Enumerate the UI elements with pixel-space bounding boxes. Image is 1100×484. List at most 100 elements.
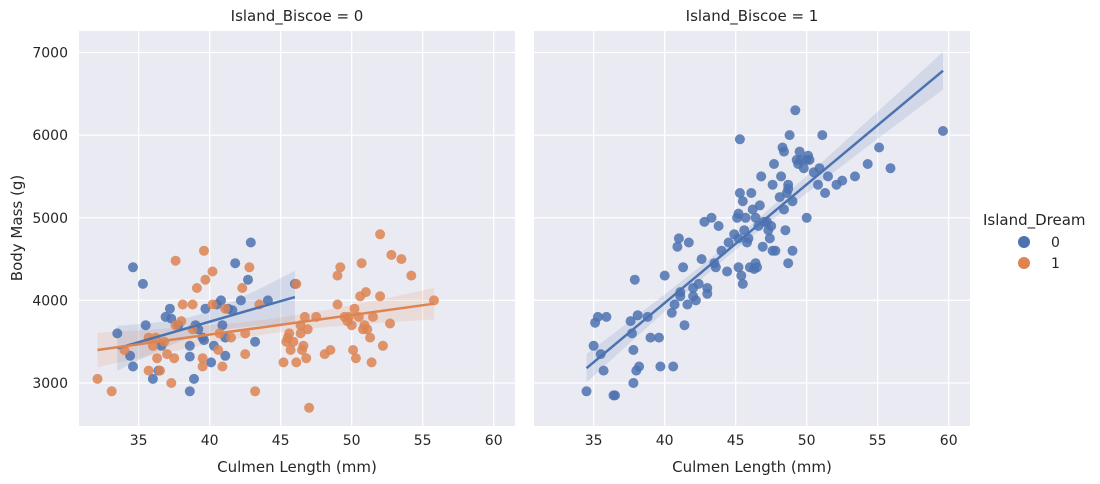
data-point — [632, 310, 643, 321]
data-point — [601, 311, 612, 322]
y-axis-label: Body Mass (g) — [8, 175, 26, 281]
data-point — [226, 332, 236, 343]
legend: Island_Dream 0 1 — [983, 211, 1086, 272]
x-tick-label: 40 — [656, 433, 674, 449]
data-point — [112, 328, 123, 339]
data-point — [625, 316, 636, 327]
data-point — [245, 237, 256, 248]
data-point — [191, 283, 202, 293]
data-point — [348, 345, 359, 355]
data-point — [693, 278, 704, 289]
data-point — [581, 386, 592, 397]
y-tick-label: 6000 — [32, 128, 68, 144]
data-point — [668, 361, 679, 372]
regression-line — [116, 295, 296, 350]
data-point — [325, 345, 336, 355]
data-point — [220, 350, 231, 361]
data-point — [592, 311, 603, 322]
data-point — [798, 163, 809, 174]
data-point — [350, 353, 361, 364]
data-point — [683, 237, 694, 248]
regression-lines — [97, 295, 435, 352]
x-tick-label: 45 — [272, 433, 290, 449]
data-point — [757, 241, 768, 252]
data-point — [659, 270, 670, 281]
data-point — [217, 320, 228, 331]
data-point — [837, 175, 848, 186]
data-point — [722, 266, 733, 277]
data-point — [250, 336, 261, 347]
regression-line — [97, 302, 435, 352]
data-point — [375, 291, 386, 302]
data-point — [682, 299, 693, 310]
legend-title: Island_Dream — [983, 211, 1086, 230]
data-point — [733, 233, 744, 244]
data-point — [673, 233, 684, 244]
data-point — [298, 340, 309, 351]
data-point — [184, 340, 195, 351]
data-point — [767, 245, 778, 256]
data-point — [386, 249, 397, 260]
data-point — [143, 365, 154, 376]
data-point — [783, 258, 794, 269]
data-point — [737, 196, 748, 207]
data-point — [213, 345, 224, 355]
data-point — [746, 188, 757, 198]
y-tick-label: 5000 — [32, 211, 68, 227]
x-tick-label: 35 — [585, 433, 603, 449]
data-point — [679, 320, 690, 331]
data-point — [155, 365, 165, 376]
data-point — [199, 245, 209, 256]
data-point — [332, 270, 343, 281]
data-point — [304, 402, 315, 413]
data-point — [740, 212, 751, 223]
data-point — [938, 126, 948, 136]
x-tick-labels: 35 40 45 50 55 60 — [585, 433, 958, 449]
grid-lines — [79, 31, 515, 426]
data-point — [164, 303, 175, 314]
panel-title: Island_Biscoe = 1 — [686, 7, 819, 26]
data-point — [217, 361, 228, 372]
data-point — [301, 353, 312, 364]
scatter-points — [581, 105, 948, 401]
data-point — [629, 274, 640, 285]
data-point — [588, 340, 599, 351]
data-point — [813, 179, 823, 190]
data-point — [823, 171, 833, 182]
data-point — [752, 262, 762, 273]
data-point — [368, 311, 378, 322]
data-point — [244, 262, 255, 273]
data-point — [250, 386, 261, 397]
data-point — [365, 332, 376, 343]
data-point — [92, 373, 103, 384]
data-point — [723, 237, 734, 248]
data-point — [128, 361, 138, 372]
data-point — [628, 378, 639, 388]
x-tick-label: 55 — [869, 433, 887, 449]
data-point — [278, 357, 289, 368]
data-point — [817, 130, 828, 141]
data-point — [284, 328, 295, 339]
data-point — [734, 188, 745, 198]
regression-line — [585, 69, 944, 370]
data-point — [288, 336, 299, 347]
data-point — [396, 254, 407, 265]
data-point — [784, 130, 795, 141]
grid-lines — [534, 31, 970, 426]
data-point — [349, 303, 360, 314]
data-point — [197, 353, 208, 364]
data-point — [385, 318, 395, 329]
data-point — [733, 262, 744, 273]
data-point — [170, 255, 181, 266]
data-point — [598, 365, 609, 376]
data-point — [362, 324, 373, 335]
data-point — [237, 283, 248, 293]
y-tick-label: 4000 — [32, 293, 68, 309]
data-point — [189, 373, 199, 384]
data-point — [406, 270, 417, 281]
legend-marker-1 — [1018, 257, 1030, 269]
data-point — [850, 171, 860, 182]
data-point — [710, 262, 721, 273]
data-point — [734, 134, 745, 145]
